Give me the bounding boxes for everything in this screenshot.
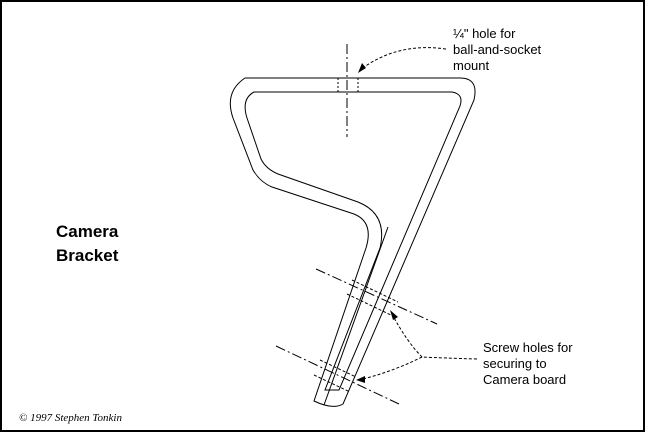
diagram-title-line2: Bracket [56,246,119,265]
bracket-outer-outline [229,77,476,407]
hole-leader [359,47,447,71]
bracket-inner-outline [244,91,462,391]
screw-hole-edge [319,359,357,378]
screw-hole-edge [346,293,394,317]
hole-note-line2: ball-and-socket [453,42,542,57]
copyright-notice: © 1997 Stephen Tonkin [19,412,122,424]
hole-note-line3: mount [453,58,490,73]
screw-centerline-upper [315,268,438,325]
screw-centerline-lower [275,345,400,405]
hole-arrowhead [358,63,366,73]
screw-arrowhead-lower [356,376,365,383]
screw-arrowhead-upper [390,310,398,320]
screw-note-line1: Screw holes for [483,340,573,355]
overlap-line [323,226,389,406]
screw-note-line2: securing to [483,356,547,371]
screw-hole-edge [313,374,351,393]
diagram-title-line1: Camera [56,222,119,241]
screw-hole-edge [351,279,399,303]
hole-note-line1: ¼" hole for [453,26,516,41]
screw-leader-lower [358,356,423,381]
screw-leader-upper [391,313,478,360]
screw-note-line3: Camera board [483,372,567,387]
